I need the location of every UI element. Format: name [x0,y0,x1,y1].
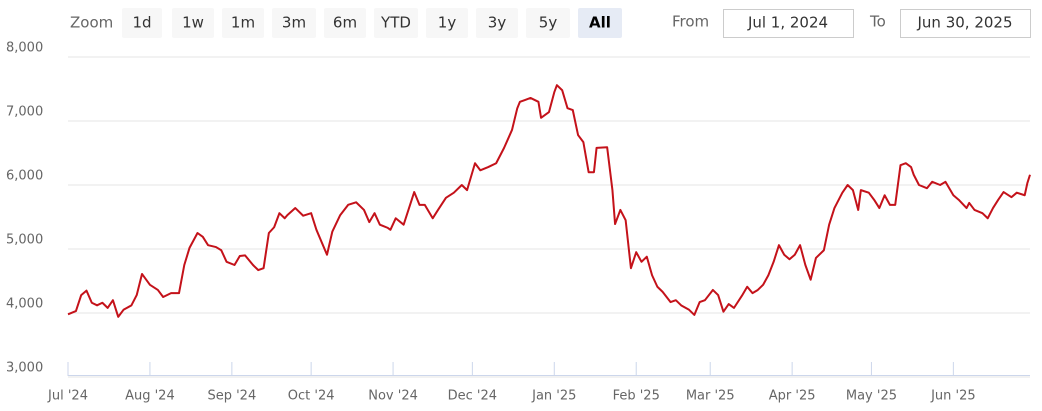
y-tick-label: 6,000 [6,169,43,184]
from-input[interactable]: Jul 1, 2024 [723,9,854,38]
range-button[interactable]: 1y [426,8,468,38]
to-input[interactable]: Jun 30, 2025 [900,9,1031,38]
button-label[interactable]: 1w [182,14,204,32]
button-bg[interactable] [324,8,366,38]
button-bg[interactable] [476,8,518,38]
y-tick-label: 5,000 [6,233,43,248]
range-button[interactable]: 1w [172,8,214,38]
x-tick-label: May '25 [846,389,897,404]
range-button[interactable]: 6m [324,8,366,38]
x-tick-label: Jul '24 [47,389,88,404]
button-bg[interactable] [222,8,264,38]
button-bg[interactable] [122,8,162,38]
from-label: From [672,13,709,31]
button-label[interactable]: 1y [438,14,457,32]
range-buttons: 1d 1w 1m 3m 6m YTD 1y 3y 5y All [122,8,622,38]
to-label: To [869,13,886,31]
range-button[interactable]: 1d [122,8,162,38]
x-tick-label: Jan '25 [531,389,576,404]
from-value[interactable]: Jul 1, 2024 [747,14,828,32]
x-tick-label: Dec '24 [448,389,497,404]
x-tick-label: Sep '24 [207,389,256,404]
button-label[interactable]: YTD [380,14,411,32]
button-bg[interactable] [578,8,622,38]
button-label[interactable]: 6m [333,14,357,32]
y-tick-label: 7,000 [6,105,43,120]
x-tick-label: Apr '25 [769,389,816,404]
range-button[interactable]: All [578,8,622,38]
to-box[interactable] [900,9,1031,38]
range-button[interactable]: 5y [526,8,570,38]
button-bg[interactable] [526,8,570,38]
button-bg[interactable] [374,8,418,38]
y-tick-label: 4,000 [6,297,43,312]
range-button[interactable]: 3y [476,8,518,38]
button-bg[interactable] [426,8,468,38]
button-label[interactable]: 5y [539,14,558,32]
from-box[interactable] [723,9,854,38]
button-label[interactable]: 3m [282,14,306,32]
price-line [67,84,1031,318]
range-button[interactable]: YTD [374,8,418,38]
x-tick-label: Aug '24 [125,389,175,404]
button-label[interactable]: 3y [488,14,507,32]
x-tick-label: Jun '25 [930,389,976,404]
y-tick-label: 3,000 [6,361,43,376]
button-label[interactable]: All [589,14,611,32]
x-tick-label: Feb '25 [613,389,660,404]
button-label[interactable]: 1m [231,14,255,32]
button-label[interactable]: 1d [132,14,151,32]
range-button[interactable]: 3m [272,8,316,38]
x-tick-label: Oct '24 [288,389,335,404]
y-tick-label: 8,000 [6,41,43,56]
x-tick-label: Nov '24 [368,389,418,404]
button-bg[interactable] [272,8,316,38]
button-bg[interactable] [172,8,214,38]
x-tick-label: Mar '25 [686,389,735,404]
zoom-label: Zoom [70,14,113,32]
range-button[interactable]: 1m [222,8,264,38]
plot-area: 3,000 4,000 5,000 6,000 7,000 8,000 Jul '24 Aug… [6,41,1031,404]
to-value[interactable]: Jun 30, 2025 [916,14,1012,32]
